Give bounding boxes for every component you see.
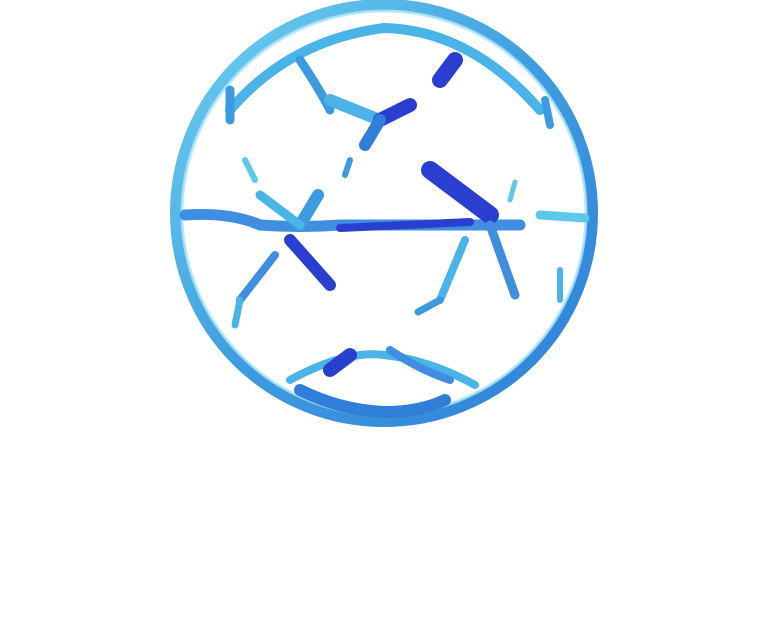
network-branch-bottom xyxy=(386,346,454,384)
network-node-top xyxy=(324,94,417,178)
globe-outer-ring xyxy=(170,0,598,427)
globe-top-band xyxy=(225,22,545,115)
globe-equator-line xyxy=(179,208,526,232)
network-node-right xyxy=(414,161,520,316)
network-node-left xyxy=(236,157,336,304)
globe-bottom-band xyxy=(286,350,479,389)
